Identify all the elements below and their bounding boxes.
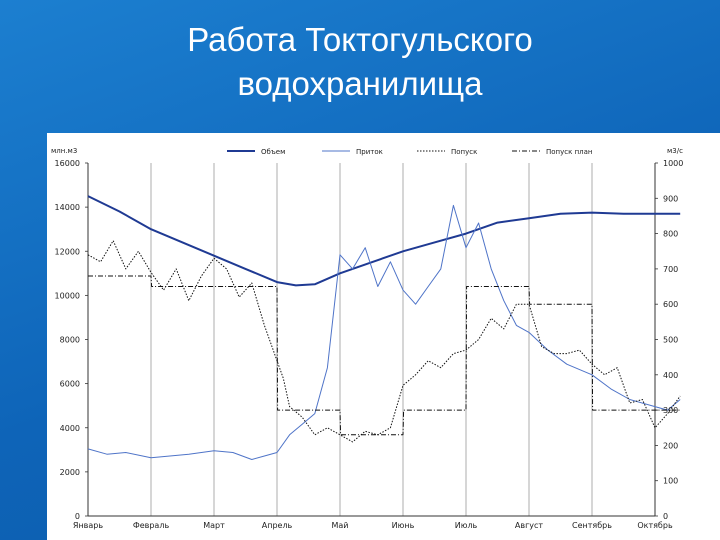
right-tick-label: 1000 <box>663 159 683 168</box>
left-tick-label: 2000 <box>60 468 80 477</box>
x-tick-label: Май <box>331 521 348 530</box>
left-tick-label: 8000 <box>60 336 80 345</box>
x-tick-label: Февраль <box>133 521 170 530</box>
left-tick-label: 16000 <box>55 159 80 168</box>
x-tick-label: Июль <box>455 521 478 530</box>
left-axis-title: млн.м3 <box>51 147 77 155</box>
title-line-1: Работа Токтогульского <box>187 21 533 58</box>
left-tick-label: 10000 <box>55 291 80 300</box>
right-tick-label: 100 <box>663 477 678 486</box>
right-tick-label: 900 <box>663 194 678 203</box>
title-line-2: водохранилища <box>237 65 483 102</box>
series-line-3 <box>88 275 681 436</box>
x-tick-label: Октябрь <box>637 521 673 530</box>
x-tick-label: Сентябрь <box>572 521 612 530</box>
right-tick-label: 400 <box>663 371 678 380</box>
left-tick-label: 14000 <box>55 203 80 212</box>
series-line-1 <box>87 204 681 460</box>
series-line-0 <box>87 195 681 287</box>
right-tick-label: 300 <box>663 406 678 415</box>
left-tick-label: 6000 <box>60 380 80 389</box>
right-tick-label: 700 <box>663 265 678 274</box>
right-tick-label: 200 <box>663 441 678 450</box>
reservoir-chart: Январь Февраль Март Апрель Май Июнь Июль Август… <box>51 147 683 530</box>
legend-label-2: Попуск <box>451 148 477 156</box>
right-tick-label: 600 <box>663 300 678 309</box>
legend-label-0: Объем <box>261 148 285 156</box>
x-tick-label: Июнь <box>392 521 415 530</box>
left-tick-label: 4000 <box>60 424 80 433</box>
x-tick-label: Апрель <box>262 521 293 530</box>
x-tick-label: Август <box>515 521 544 530</box>
left-tick-label: 0 <box>75 512 80 521</box>
right-tick-label: 500 <box>663 336 678 345</box>
x-tick-label: Март <box>203 521 225 530</box>
slide-title: Работа Токтогульского водохранилища <box>0 18 720 106</box>
right-tick-label: 0 <box>663 512 668 521</box>
chart-panel: Январь Февраль Март Апрель Май Июнь Июль Август… <box>47 133 720 540</box>
left-tick-label: 12000 <box>55 247 80 256</box>
legend-label-1: Приток <box>356 148 383 156</box>
x-tick-label: Январь <box>73 521 103 530</box>
right-axis-title: м3/с <box>667 147 683 155</box>
legend-label-3: Попуск план <box>546 148 592 156</box>
series-line-2 <box>87 240 681 443</box>
right-tick-label: 800 <box>663 230 678 239</box>
